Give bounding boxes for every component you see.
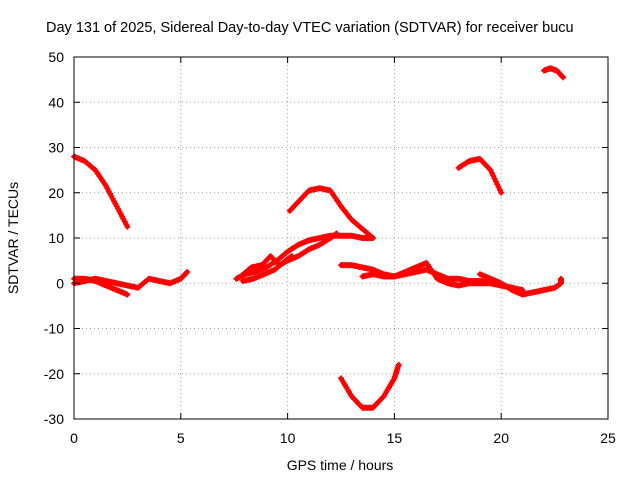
series-arc-early-descending — [71, 153, 131, 230]
series-arc-afternoon-wave — [359, 259, 526, 294]
chart-title: Day 131 of 2025, Sidereal Day-to-day VTE… — [46, 20, 574, 36]
data-point — [495, 184, 502, 191]
data-point — [490, 172, 497, 179]
data-point — [560, 74, 567, 81]
data-point — [464, 158, 471, 165]
x-axis-label: GPS time / hours — [287, 457, 394, 473]
data-point — [491, 175, 498, 182]
x-tick-label: 25 — [600, 430, 616, 446]
x-tick-label: 10 — [280, 430, 296, 446]
data-point — [492, 178, 499, 185]
y-tick-label: 20 — [48, 185, 64, 201]
data-point — [496, 186, 503, 193]
data-point — [558, 275, 565, 282]
data-point — [494, 181, 501, 188]
data-point — [124, 291, 131, 298]
data-point — [370, 235, 377, 241]
data-point — [124, 223, 131, 230]
series-arc-night-top — [540, 65, 567, 81]
series-arc-midday-hump — [286, 185, 377, 241]
data-point — [333, 230, 340, 237]
series-arc-evening-near-zero — [476, 271, 565, 298]
data-point — [559, 73, 566, 80]
data-point — [488, 169, 495, 176]
y-tick-label: 0 — [56, 275, 64, 291]
data-point — [91, 165, 98, 172]
series-arc-early-near-zero-b — [71, 268, 191, 291]
series-arc-evening-hump — [455, 155, 505, 196]
y-tick-label: -20 — [44, 366, 64, 382]
y-tick-label: 30 — [48, 140, 64, 156]
y-axis: -30 -20 -10 0 10 20 30 40 50 — [44, 49, 608, 427]
x-tick-label: 5 — [177, 430, 185, 446]
data-point — [395, 361, 402, 368]
x-axis: 0 5 10 15 20 25 — [70, 57, 616, 446]
data-point — [183, 269, 190, 276]
y-tick-label: 10 — [48, 230, 64, 246]
data-point — [288, 253, 295, 260]
y-axis-label: SDTVAR / TECUs — [5, 182, 21, 294]
y-tick-label: 40 — [48, 94, 64, 110]
y-tick-label: -30 — [44, 411, 64, 427]
data-marks — [71, 65, 567, 411]
series-arc-midday-rise-c — [239, 253, 295, 284]
data-point — [184, 268, 191, 275]
y-tick-label: 50 — [48, 49, 64, 65]
x-tick-label: 0 — [70, 430, 78, 446]
data-point — [487, 167, 494, 174]
series-arc-midday-rise-a — [233, 232, 377, 282]
series-arc-afternoon-dip — [338, 361, 402, 411]
x-tick-label: 15 — [387, 430, 403, 446]
data-point — [498, 189, 505, 196]
x-tick-label: 20 — [493, 430, 509, 446]
y-tick-label: -10 — [44, 321, 64, 337]
